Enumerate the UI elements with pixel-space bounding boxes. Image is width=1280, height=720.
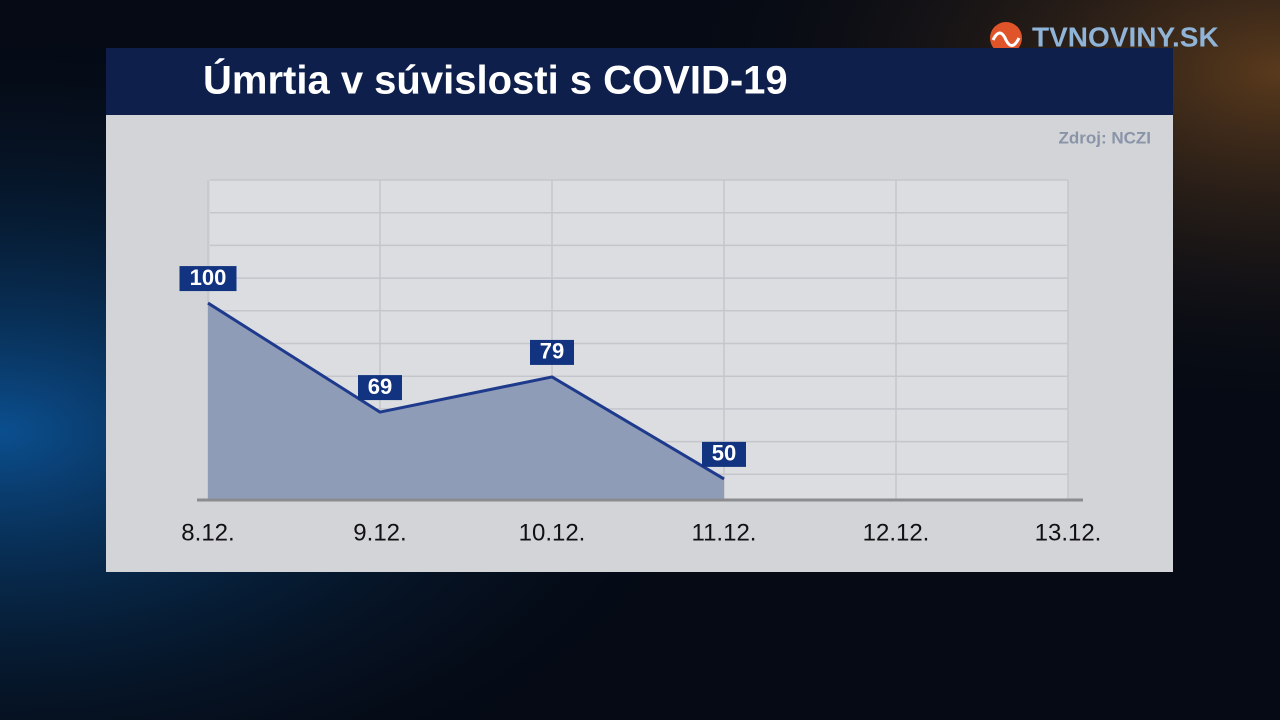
value-label: 69 xyxy=(368,374,392,399)
value-label: 50 xyxy=(712,441,736,466)
logo-wave xyxy=(991,31,1021,47)
x-tick-label: 11.12. xyxy=(692,519,757,546)
title-bar xyxy=(106,48,1173,115)
line xyxy=(207,301,725,481)
chart-title: Úmrtia v súvislosti s COVID-19 xyxy=(203,57,788,103)
value-label-box xyxy=(358,375,402,401)
value-label-box xyxy=(530,339,574,365)
x-tick-label: 10.12. xyxy=(519,519,586,546)
value-label: 79 xyxy=(540,339,564,364)
x-tick-label: 8.12. xyxy=(181,519,234,546)
x-tick-label: 13.12. xyxy=(1035,519,1102,546)
value-label-box xyxy=(702,441,746,467)
source: Zdroj: NCZI xyxy=(1058,128,1151,147)
x-tick-label: 12.12. xyxy=(863,519,930,546)
area xyxy=(208,303,724,500)
brand: TVNOVINY.SK xyxy=(1032,21,1219,52)
value-label: 100 xyxy=(190,265,227,290)
x-tick-label: 9.12. xyxy=(353,519,406,546)
value-label-box xyxy=(179,266,237,292)
